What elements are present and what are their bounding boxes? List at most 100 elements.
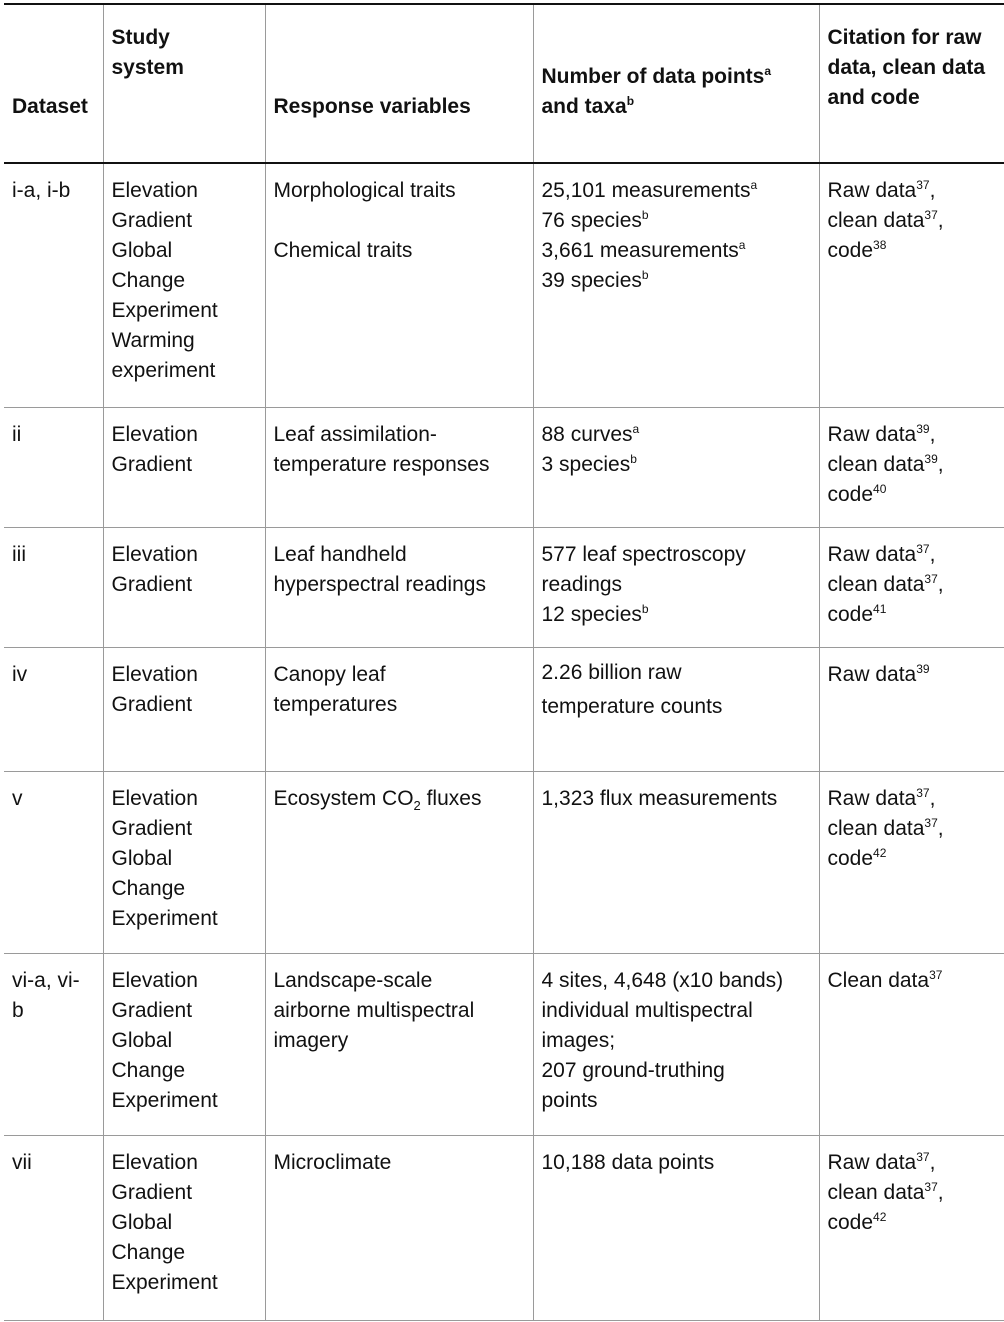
cell-line: temperatures xyxy=(273,692,398,716)
cell-line: Experiment xyxy=(111,1088,218,1112)
cell-line: Change xyxy=(111,269,186,292)
cell-line: Experiment xyxy=(111,1270,218,1294)
cell-response: Ecosystem CO2 fluxes xyxy=(264,771,533,954)
table-row: vi-a, vi- b Elevation Gradient Global Chang… xyxy=(4,953,1004,1136)
cell-line: Elevation xyxy=(111,422,198,446)
cell-line: Change xyxy=(111,1058,186,1082)
citation-line: clean data39, xyxy=(827,451,944,476)
data-point-line: 2.26 billion raw xyxy=(541,660,682,684)
cell-line: Gradient xyxy=(111,209,193,232)
header-citation: Citation for raw data, clean data and co… xyxy=(818,3,1004,164)
cell-line: Gradient xyxy=(111,1180,193,1204)
cell-line: Global xyxy=(111,239,173,262)
citation-line: Raw data39 xyxy=(827,661,930,686)
cell-line: Elevation xyxy=(111,542,198,566)
cell-line: imagery xyxy=(273,1028,349,1052)
cell-data-points: 1,323 flux measurements xyxy=(532,771,819,954)
table-row: iii Elevation Gradient Leaf handheld hyper… xyxy=(4,527,1004,648)
cell-line: Change xyxy=(111,1240,186,1264)
data-point-line: 4 sites, 4,648 (x10 bands) xyxy=(541,968,784,992)
cell-line: Elevation xyxy=(111,968,198,992)
citation-line: Clean data37 xyxy=(827,967,943,992)
cell-line: Experiment xyxy=(111,906,218,930)
data-point-line: 88 curvesa xyxy=(541,421,640,446)
cell-line: Global xyxy=(111,1210,173,1234)
cell-study-system: Elevation Gradient Global Change Experiment xyxy=(102,771,265,954)
cell-line: temperature responses xyxy=(273,452,490,476)
citation-line: Raw data37, xyxy=(827,1149,936,1174)
data-point-line: 76 speciesb xyxy=(541,208,649,232)
cell-line: Change xyxy=(111,876,186,900)
cell-citation: Clean data37 xyxy=(818,953,1004,1136)
cell-study-system: Elevation Gradient xyxy=(102,407,265,528)
cell-dataset: vii xyxy=(4,1135,103,1321)
cell-data-points: 2.26 billion raw temperature counts xyxy=(532,647,819,772)
cell-citation: Raw data37, clean data37, code42 xyxy=(818,771,1004,954)
citation-line: clean data37, xyxy=(827,208,944,232)
cell-study-system: Elevation Gradient xyxy=(102,527,265,648)
cell-citation: Raw data37, clean data37, code38 xyxy=(818,163,1004,408)
cell-data-points: 25,101 measurementsa 76 speciesb 3,661 mea… xyxy=(532,163,819,408)
data-point-line: 577 leaf spectroscopy xyxy=(541,542,746,566)
data-point-line: 207 ground-truthing xyxy=(541,1058,725,1082)
cell-line: Global xyxy=(111,1028,173,1052)
data-point-line: temperature counts xyxy=(541,694,723,718)
citation-line: code42 xyxy=(827,845,887,870)
citation-line: Raw data37, xyxy=(827,785,936,810)
cell-study-system: Elevation Gradient xyxy=(102,647,265,772)
data-point-line: 12 speciesb xyxy=(541,601,649,626)
citation-line: clean data37, xyxy=(827,1179,944,1204)
cell-response: Canopy leaf temperatures xyxy=(264,647,533,772)
header-row: Dataset Study system Response variables … xyxy=(4,3,1004,164)
data-point-line: points xyxy=(541,1088,598,1112)
citation-line: code38 xyxy=(827,238,887,262)
cell-study-system: Elevation Gradient Global Change Experiment xyxy=(102,1135,265,1321)
table-row: iv Elevation Gradient Canopy leaf temperat… xyxy=(4,647,1004,772)
citation-line: Raw data39, xyxy=(827,421,936,446)
cell-study-system: Elevation Gradient Global Change Experiment W… xyxy=(102,163,265,408)
data-point-line: 10,188 data points xyxy=(541,1150,715,1174)
citation-line: code40 xyxy=(827,481,887,506)
cell-citation: Raw data39 xyxy=(818,647,1004,772)
table-row: vii Elevation Gradient Global Change Experim… xyxy=(4,1135,1004,1321)
cell-response: Landscape-scale airborne multispectral ima… xyxy=(264,953,533,1136)
header-data-points: Number of data pointsa and taxab xyxy=(532,3,819,164)
cell-response: Leaf assimilation-temperature responses xyxy=(264,407,533,528)
cell-line: Microclimate xyxy=(273,1150,392,1174)
cell-line: airborne multispectral xyxy=(273,998,475,1022)
data-point-line: images; xyxy=(541,1028,616,1052)
datasets-table: Dataset Study system Response variables … xyxy=(4,3,1004,1321)
cell-response: Microclimate xyxy=(264,1135,533,1321)
cell-line: Gradient xyxy=(111,692,193,716)
cell-data-points: 4 sites, 4,648 (x10 bands) individual mul… xyxy=(532,953,819,1136)
data-point-line: 3 speciesb xyxy=(541,451,637,476)
cell-line: Leaf assimilation- xyxy=(273,422,437,446)
cell-line: Elevation xyxy=(111,179,198,202)
cell-line: experiment xyxy=(111,359,216,382)
data-point-line: individual multispectral xyxy=(541,998,753,1022)
cell-dataset: ii xyxy=(4,407,103,528)
cell-response: Morphological traits Chemical traits xyxy=(264,163,533,408)
cell-line: Elevation xyxy=(111,662,198,686)
citation-line: code41 xyxy=(827,601,887,626)
cell-line: Warming xyxy=(111,329,195,352)
cell-citation: Raw data37, clean data37, code42 xyxy=(818,1135,1004,1321)
header-study-system: Study system xyxy=(102,3,265,164)
cell-citation: Raw data37, clean data37, code41 xyxy=(818,527,1004,648)
header-response-variables: Response variables xyxy=(264,3,533,164)
citation-line: Raw data37, xyxy=(827,541,936,566)
citation-line: clean data37, xyxy=(827,571,944,596)
header-dataset: Dataset xyxy=(4,3,103,164)
cell-line: Gradient xyxy=(111,572,193,596)
cell-dataset: iii xyxy=(4,527,103,648)
table-row: ii Elevation Gradient Leaf assimilation-t… xyxy=(4,407,1004,528)
cell-data-points: 10,188 data points xyxy=(532,1135,819,1321)
citation-line: Raw data37, xyxy=(827,178,936,202)
cell-data-points: 577 leaf spectroscopy readings 12 speciesb xyxy=(532,527,819,648)
cell-dataset: i-a, i-b xyxy=(4,163,103,408)
table-row: i-a, i-b Elevation Gradient Global Change Ex… xyxy=(4,163,1004,408)
table-row: v Elevation Gradient Global Change Experimen… xyxy=(4,771,1004,954)
cell-dataset: v xyxy=(4,771,103,954)
cell-data-points: 88 curvesa 3 speciesb xyxy=(532,407,819,528)
cell-line: Gradient xyxy=(111,816,193,840)
